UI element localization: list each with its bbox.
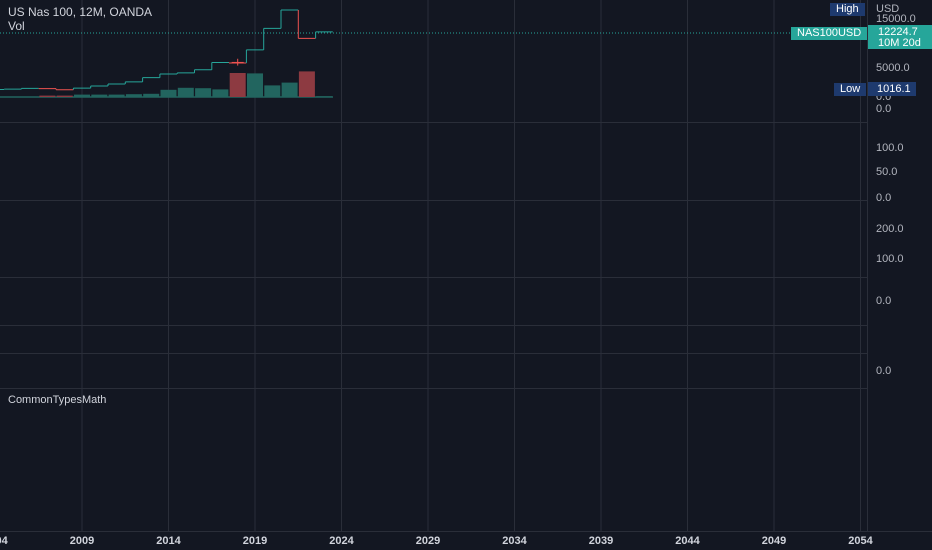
time-tick-2044: 2044 xyxy=(675,535,700,547)
candle-2022 xyxy=(297,10,316,39)
volume-bar-2011 xyxy=(108,94,125,97)
volume-bars xyxy=(0,71,333,98)
pane2-label: 200.0 xyxy=(876,223,904,235)
last-price-value: 12224.7 xyxy=(878,26,918,38)
candle-2011 xyxy=(107,83,126,87)
low-value-badge xyxy=(868,82,916,96)
time-tick-2049: 2049 xyxy=(761,535,787,547)
volume-bar-2021 xyxy=(281,82,298,97)
low-value: 1016.1 xyxy=(877,83,911,95)
time-tick-2009: 2009 xyxy=(69,535,95,547)
pane-divider[interactable] xyxy=(0,277,867,278)
pane1-label: 100.0 xyxy=(876,142,904,154)
low-badge: Low xyxy=(834,83,867,96)
high-badge: High xyxy=(830,3,865,16)
pane-divider[interactable] xyxy=(0,353,867,354)
time-axis-divider xyxy=(0,531,932,532)
candle-2019 xyxy=(245,49,264,63)
candle-2008 xyxy=(55,88,74,91)
volume-bar-2018 xyxy=(229,73,246,97)
time-tick-2034: 2034 xyxy=(502,535,527,547)
volume-bar-2015 xyxy=(177,87,194,97)
time-tick-2039: 2039 xyxy=(588,535,614,547)
price-label-low-2: 0.0 xyxy=(876,103,892,115)
volume-bar-2020 xyxy=(264,85,281,97)
time-tick-2014: 2014 xyxy=(156,535,181,547)
volume-bar-2019 xyxy=(247,73,263,97)
symbol-badge: NAS100USD xyxy=(791,27,868,40)
time-tick-2029: 2029 xyxy=(415,535,441,547)
candle-2023 xyxy=(315,31,333,39)
candle-2017 xyxy=(211,61,229,70)
last-price-badge xyxy=(868,25,932,49)
volume-bar-2010 xyxy=(91,94,108,97)
volume-bar-2013 xyxy=(143,93,160,97)
candle-2021 xyxy=(280,9,299,29)
candle-2016 xyxy=(194,69,212,73)
candle-2020 xyxy=(263,27,281,50)
volume-bar-2012 xyxy=(125,94,142,97)
price-candles xyxy=(0,9,333,91)
pane-divider[interactable] xyxy=(0,200,867,201)
candle-2015 xyxy=(176,72,195,74)
study-legend[interactable]: CommonTypesMath xyxy=(8,394,107,406)
price-label-top: 15000.0 xyxy=(876,13,916,25)
time-tick-2004: 2004 xyxy=(0,535,8,547)
pane2-label: 100.0 xyxy=(876,253,904,265)
volume-bar-2007 xyxy=(39,95,56,97)
candle-2013 xyxy=(142,77,160,82)
bar-countdown: 10M 20d xyxy=(878,37,921,49)
time-tick-2054: 2054 xyxy=(848,535,873,547)
candle-2006 xyxy=(21,87,39,90)
candle-2009 xyxy=(72,87,91,90)
price-scale-divider xyxy=(867,0,868,532)
time-tick-2019: 2019 xyxy=(242,535,268,547)
volume-bar-2022 xyxy=(298,71,315,97)
candle-2010 xyxy=(90,85,108,89)
pane-divider[interactable] xyxy=(0,325,867,326)
vertical-gridlines xyxy=(81,0,861,531)
pane1-label: 0.0 xyxy=(876,192,892,204)
time-tick-2024: 2024 xyxy=(329,535,354,547)
volume-bar-2008 xyxy=(56,95,73,97)
pane-divider[interactable] xyxy=(0,388,867,389)
volume-bar-2017 xyxy=(212,89,229,97)
volume-bar-2023 xyxy=(316,96,333,97)
price-label-mid: 5000.0 xyxy=(876,62,910,74)
pane3-label: 0.0 xyxy=(876,365,892,377)
volume-legend[interactable]: Vol xyxy=(8,19,25,33)
symbol-title[interactable]: US Nas 100, 12M, OANDA xyxy=(8,5,153,19)
volume-bar-2016 xyxy=(195,88,212,97)
candle-2014 xyxy=(159,73,178,78)
volume-bar-2009 xyxy=(74,94,90,97)
pane1-label: 50.0 xyxy=(876,166,898,178)
candle-2012 xyxy=(124,81,143,84)
pane2-label: 0.0 xyxy=(876,295,892,307)
currency-label: USD xyxy=(876,3,900,15)
volume-bar-2014 xyxy=(160,89,177,97)
pane-divider[interactable] xyxy=(0,122,867,123)
